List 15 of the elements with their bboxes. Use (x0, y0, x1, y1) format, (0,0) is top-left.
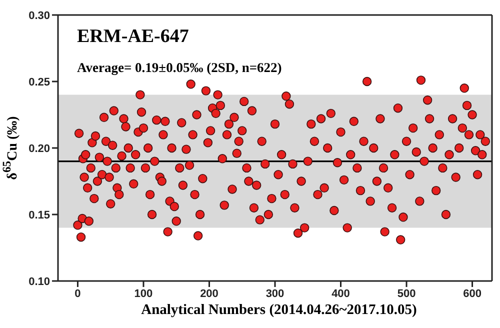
y-tick-label: 0.15 (28, 209, 50, 222)
x-tick-label: 300 (266, 288, 284, 300)
x-tick-label: 500 (397, 288, 416, 300)
annotation: Average= 0.19±0.05‰ (2SD, n=622) (77, 60, 282, 76)
y-tick-label: 0.25 (28, 76, 50, 88)
x-tick-label: 400 (332, 288, 350, 300)
x-tick-label: 0 (74, 288, 81, 300)
y-tick-label: 0.20 (28, 142, 50, 155)
annotation: ERM-AE-647 (77, 26, 189, 48)
x-tick-label: 200 (200, 288, 218, 300)
y-tick-label: 0.30 (28, 10, 50, 22)
x-tick-label: 100 (134, 288, 153, 300)
x-tick-label: 600 (463, 288, 482, 300)
y-tick-label: 0.10 (28, 276, 50, 288)
x-axis-title: Analytical Numbers (2014.04.26~2017.10.05) (140, 302, 418, 319)
